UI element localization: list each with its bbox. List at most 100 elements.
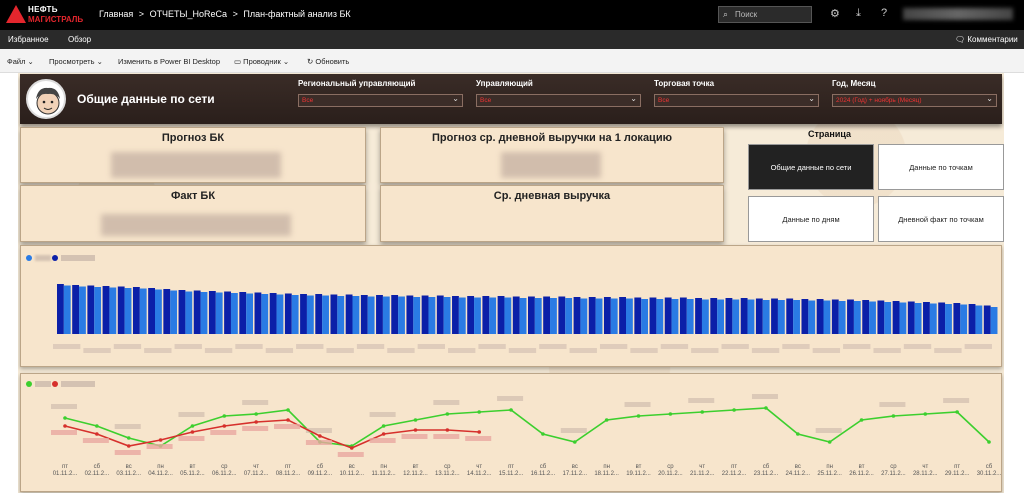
line-point[interactable] — [572, 440, 577, 444]
line-point[interactable] — [222, 414, 227, 418]
bar-series-1[interactable] — [649, 297, 657, 335]
bar-series-2[interactable] — [215, 292, 223, 335]
bar-series-2[interactable] — [519, 298, 527, 334]
search-input[interactable]: ⌕ Поиск — [718, 6, 812, 23]
line-point[interactable] — [700, 410, 705, 414]
breadcrumb-workspace[interactable]: ОТЧЕТЫ_HoReCa — [149, 9, 228, 19]
line-point[interactable] — [445, 412, 450, 416]
bar-series-1[interactable] — [148, 288, 155, 334]
page-button-daily-fact[interactable]: Дневной факт по точкам — [878, 196, 1004, 242]
bar-series-2[interactable] — [489, 297, 497, 335]
bar-series-1[interactable] — [239, 292, 247, 334]
bar-series-2[interactable] — [808, 300, 816, 335]
bar-series-1[interactable] — [983, 305, 991, 335]
explorer-menu[interactable]: ▭ Проводник ⌄ — [234, 57, 289, 66]
bar-series-1[interactable] — [284, 293, 292, 335]
bar-series-2[interactable] — [869, 301, 876, 335]
legend-marker-series-2[interactable] — [52, 381, 58, 387]
comments-button[interactable]: 🗨 Комментарии — [955, 35, 1018, 44]
bar-series-2[interactable] — [625, 298, 633, 335]
bar-series-2[interactable] — [230, 293, 238, 334]
line-point[interactable] — [286, 418, 290, 422]
bar-series-1[interactable] — [771, 298, 778, 335]
line-point[interactable] — [349, 446, 354, 450]
bar-series-2[interactable] — [914, 303, 922, 334]
bar-series-2[interactable] — [306, 295, 314, 335]
bar-series-2[interactable] — [793, 300, 800, 334]
bar-series-1[interactable] — [892, 301, 900, 334]
page-button-days[interactable]: Данные по дням — [748, 196, 874, 242]
bar-series-2[interactable] — [154, 289, 162, 335]
bar-series-1[interactable] — [72, 285, 80, 334]
line-point[interactable] — [445, 428, 450, 432]
line-point[interactable] — [477, 430, 482, 434]
bar-series-2[interactable] — [701, 299, 709, 335]
bar-series-1[interactable] — [710, 298, 718, 334]
bar-series-1[interactable] — [816, 299, 824, 334]
bar-series-2[interactable] — [975, 305, 983, 335]
bar-series-1[interactable] — [938, 302, 946, 335]
line-point[interactable] — [318, 434, 322, 438]
bar-series-2[interactable] — [762, 300, 770, 334]
bar-series-2[interactable] — [200, 292, 208, 334]
line-point[interactable] — [509, 408, 513, 412]
bar-series-1[interactable] — [679, 297, 687, 335]
bar-series-1[interactable] — [193, 290, 201, 335]
line-point[interactable] — [764, 406, 768, 410]
bar-series-1[interactable] — [57, 284, 64, 334]
bar-series-1[interactable] — [497, 296, 505, 334]
line-point[interactable] — [477, 410, 482, 414]
bar-series-1[interactable] — [360, 295, 368, 334]
bar-series-1[interactable] — [968, 304, 976, 334]
bar-series-1[interactable] — [163, 289, 171, 334]
breadcrumb-home[interactable]: Главная — [99, 9, 134, 19]
bar-series-2[interactable] — [185, 291, 193, 335]
bar-series-2[interactable] — [853, 301, 861, 334]
line-point[interactable] — [254, 420, 258, 424]
bar-series-1[interactable] — [588, 297, 596, 334]
bar-series-1[interactable] — [436, 295, 444, 335]
bar-series-2[interactable] — [94, 287, 102, 334]
legend-marker-series-1[interactable] — [26, 381, 32, 387]
line-point[interactable] — [604, 418, 609, 422]
company-logo[interactable]: НЕФТЬ МАГИСТРАЛЬ — [6, 3, 83, 27]
bar-series-1[interactable] — [376, 295, 383, 334]
line-point[interactable] — [668, 412, 673, 416]
filter-select[interactable]: Все ⌄ — [298, 94, 463, 107]
filter-select[interactable]: Все ⌄ — [476, 94, 641, 107]
line-point[interactable] — [827, 440, 832, 444]
bar-series-2[interactable] — [580, 298, 588, 335]
bar-series-2[interactable] — [474, 297, 481, 335]
line-point[interactable] — [987, 440, 991, 444]
bar-series-1[interactable] — [664, 297, 672, 335]
bar-series-1[interactable] — [877, 300, 885, 335]
view-menu[interactable]: Просмотреть ⌄ — [49, 57, 103, 66]
bar-series-2[interactable] — [884, 302, 892, 334]
bar-series-2[interactable] — [276, 294, 284, 335]
bar-series-2[interactable] — [382, 296, 390, 335]
bar-series-1[interactable] — [300, 294, 307, 334]
bar-series-2[interactable] — [352, 296, 360, 334]
line-point[interactable] — [413, 428, 418, 432]
bar-series-1[interactable] — [847, 299, 854, 335]
page-button-network[interactable]: Общие данные по сети — [748, 144, 874, 190]
bar-series-2[interactable] — [899, 302, 907, 335]
bar-series-2[interactable] — [109, 287, 117, 335]
line-point[interactable] — [955, 410, 959, 414]
line-point[interactable] — [190, 430, 195, 434]
bar-series-2[interactable] — [990, 307, 998, 334]
bar-series-1[interactable] — [543, 296, 551, 335]
bar-series-1[interactable] — [132, 287, 140, 334]
line-point[interactable] — [190, 424, 195, 428]
page-button-outlets[interactable]: Данные по точкам — [878, 144, 1004, 190]
line-point[interactable] — [254, 412, 258, 416]
bar-series-1[interactable] — [452, 296, 459, 334]
bar-series-2[interactable] — [337, 296, 345, 334]
bar-series-1[interactable] — [208, 291, 216, 334]
bar-series-2[interactable] — [458, 297, 466, 335]
download-icon[interactable]: ⤓ — [856, 7, 861, 19]
line-point[interactable] — [222, 424, 227, 428]
bar-series-1[interactable] — [740, 298, 748, 334]
bar-series-1[interactable] — [87, 285, 95, 335]
bar-series-1[interactable] — [269, 293, 277, 334]
